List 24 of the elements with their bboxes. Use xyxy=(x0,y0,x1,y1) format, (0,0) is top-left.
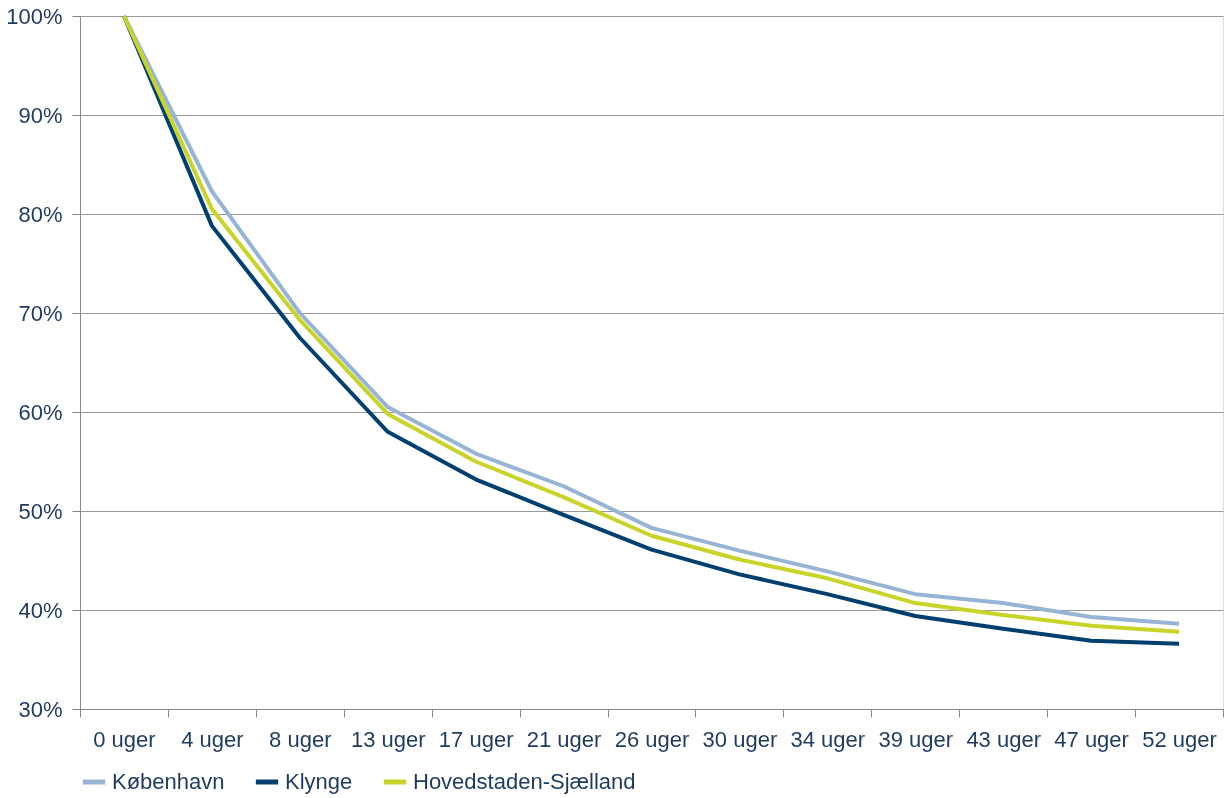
x-tick-label: 34 uger xyxy=(790,726,866,752)
y-tick-label: 70% xyxy=(18,300,63,326)
y-tick-label: 90% xyxy=(18,102,63,128)
x-tick-label: 52 uger xyxy=(1142,726,1217,752)
y-tick-label: 100% xyxy=(6,3,63,29)
x-tick-label: 0 uger xyxy=(93,726,156,752)
x-tick-label: 30 uger xyxy=(702,726,778,752)
x-tick-label: 8 uger xyxy=(269,726,332,752)
legend-label: København xyxy=(112,769,225,794)
x-tick-label: 47 uger xyxy=(1054,726,1129,752)
x-tick-label: 43 uger xyxy=(966,726,1041,752)
x-tick-label: 17 uger xyxy=(438,726,514,752)
y-tick-label: 80% xyxy=(18,201,63,227)
legend-label: Klynge xyxy=(285,769,353,794)
y-tick-label: 50% xyxy=(18,498,63,524)
x-tick-label: 26 uger xyxy=(614,726,690,752)
y-tick-label: 30% xyxy=(18,696,63,722)
legend-label: Hovedstaden-Sjælland xyxy=(413,769,636,794)
x-tick-label: 39 uger xyxy=(878,726,954,752)
x-tick-label: 21 uger xyxy=(526,726,602,752)
y-tick-label: 60% xyxy=(18,399,63,425)
x-tick-label: 13 uger xyxy=(350,726,426,752)
x-tick-label: 4 uger xyxy=(181,726,244,752)
y-tick-label: 40% xyxy=(18,597,63,623)
